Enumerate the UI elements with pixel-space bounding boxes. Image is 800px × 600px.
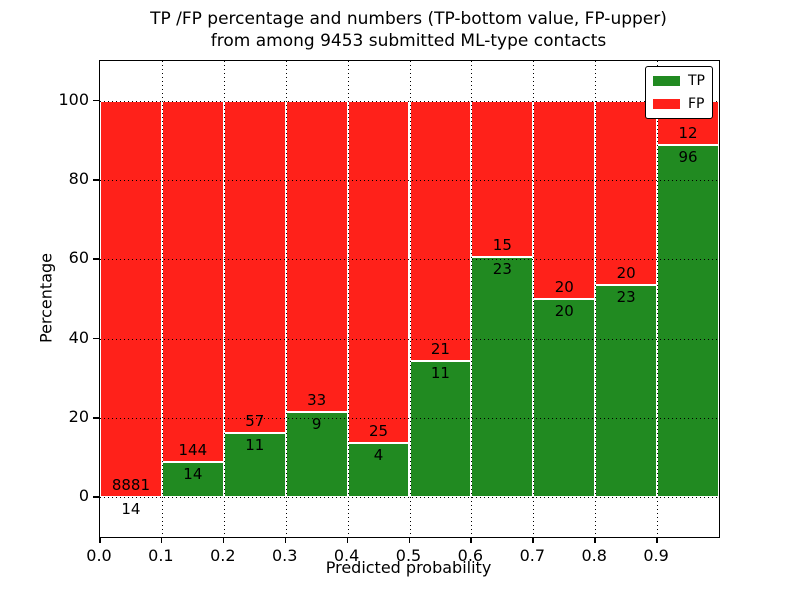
y-tick-mark	[93, 496, 99, 498]
fp-count-label: 20	[616, 264, 636, 283]
tp-count-label: 14	[121, 499, 141, 518]
fp-count-label: 57	[245, 412, 265, 431]
fp-count-label: 15	[492, 236, 512, 255]
x-tick-label: 0.4	[333, 546, 360, 565]
x-tick-mark	[99, 537, 101, 543]
bar-segment-fp	[100, 100, 162, 497]
grid-line-vertical	[285, 61, 287, 537]
chart-title-line2: from among 9453 submitted ML-type contac…	[210, 31, 607, 52]
fp-count-label: 20	[554, 278, 574, 296]
bar-segment-tp	[595, 285, 658, 498]
y-tick-label: 80	[68, 169, 89, 188]
tp-count-label: 23	[616, 288, 636, 307]
bar-segment-fp	[161, 100, 224, 463]
tp-count-label: 23	[492, 260, 512, 279]
x-tick-label: 0.1	[148, 546, 174, 565]
x-tick-mark	[656, 537, 658, 543]
x-tick-mark	[408, 537, 410, 543]
x-tick-label: 0.3	[271, 546, 298, 565]
x-tick-label: 0.2	[210, 546, 236, 565]
fp-count-label: 33	[307, 391, 327, 410]
tp-legend-label: TP	[688, 73, 705, 89]
x-tick-label: 0.7	[519, 546, 546, 565]
fp-count-label: 8881	[111, 475, 151, 494]
tp-count-label: 14	[183, 465, 203, 484]
x-tick-label: 0.6	[457, 546, 484, 565]
y-tick-mark	[93, 337, 99, 340]
tp-count-label: 96	[678, 147, 698, 166]
bar-segment-fp	[595, 100, 658, 286]
bar-segment-fp	[409, 100, 472, 361]
bar-segment-fp	[223, 100, 286, 434]
y-tick-label: 40	[68, 327, 89, 347]
x-tick-mark	[222, 537, 225, 543]
y-tick-mark	[93, 179, 99, 181]
bar-segment-tp	[285, 412, 348, 498]
fp-count-label: 12	[678, 123, 698, 142]
fp-legend-label: FP	[688, 96, 705, 112]
chart-title: TP /FP percentage and numbers (TP-bottom…	[99, 8, 718, 52]
y-tick-label: 0	[78, 486, 89, 506]
x-tick-label: 0.8	[581, 546, 607, 565]
y-tick-mark	[93, 99, 99, 102]
x-tick-mark	[160, 537, 163, 543]
x-tick-mark	[470, 537, 472, 543]
grid-line-vertical	[409, 61, 411, 537]
y-tick-mark	[93, 417, 99, 419]
fp-count-label: 21	[430, 339, 450, 358]
x-tick-mark	[532, 537, 534, 543]
grid-line-vertical	[595, 61, 597, 537]
chart-title-line1: TP /FP percentage and numbers (TP-bottom…	[150, 9, 667, 29]
grid-line-vertical	[223, 61, 225, 537]
tp-count-label: 20	[554, 302, 574, 320]
x-tick-mark	[346, 537, 349, 543]
grid-line-vertical	[471, 61, 473, 537]
plot-area: 8881 14 144 14 57 11 33 9 25 4 21 11 15 23 20 20 20 23 12 9…	[99, 60, 720, 538]
grid-line-vertical	[161, 61, 163, 537]
legend: TP FP	[645, 66, 713, 119]
bar-segment-tp	[161, 462, 224, 498]
tp-count-label: 11	[245, 436, 265, 455]
fp-legend-swatch	[653, 99, 680, 109]
x-tick-mark	[594, 537, 596, 543]
x-tick-label: 0.0	[86, 546, 112, 565]
tp-count-label: 11	[430, 363, 450, 382]
bar-segment-tp	[471, 257, 534, 498]
legend-entry-fp: FP	[653, 95, 705, 113]
y-tick-label: 60	[68, 248, 89, 268]
x-tick-label: 0.5	[395, 546, 422, 565]
bar-segment-fp	[285, 100, 348, 413]
tp-legend-swatch	[653, 76, 680, 86]
bar-segment-tp	[347, 442, 410, 498]
fp-count-label: 25	[368, 421, 389, 440]
y-tick-mark	[93, 258, 99, 260]
bar-segment-tp	[657, 144, 719, 498]
y-tick-label: 20	[68, 407, 89, 426]
x-axis-label: Predicted probability	[325, 558, 492, 577]
x-tick-label: 0.9	[643, 546, 669, 565]
bar-segment-fp	[347, 100, 410, 443]
tp-count-label: 9	[311, 415, 322, 434]
grid-line-vertical	[657, 61, 659, 537]
grid-line-vertical	[347, 61, 349, 537]
tp-count-label: 4	[373, 445, 384, 464]
grid-line-vertical	[533, 61, 535, 537]
x-tick-mark	[284, 537, 287, 543]
bar-segment-tp	[533, 299, 596, 498]
fp-count-label: 144	[178, 441, 208, 460]
y-tick-label: 100	[58, 89, 89, 109]
legend-entry-tp: TP	[653, 72, 705, 90]
bar-segment-fp	[533, 100, 596, 299]
bar-segment-fp	[471, 100, 534, 258]
